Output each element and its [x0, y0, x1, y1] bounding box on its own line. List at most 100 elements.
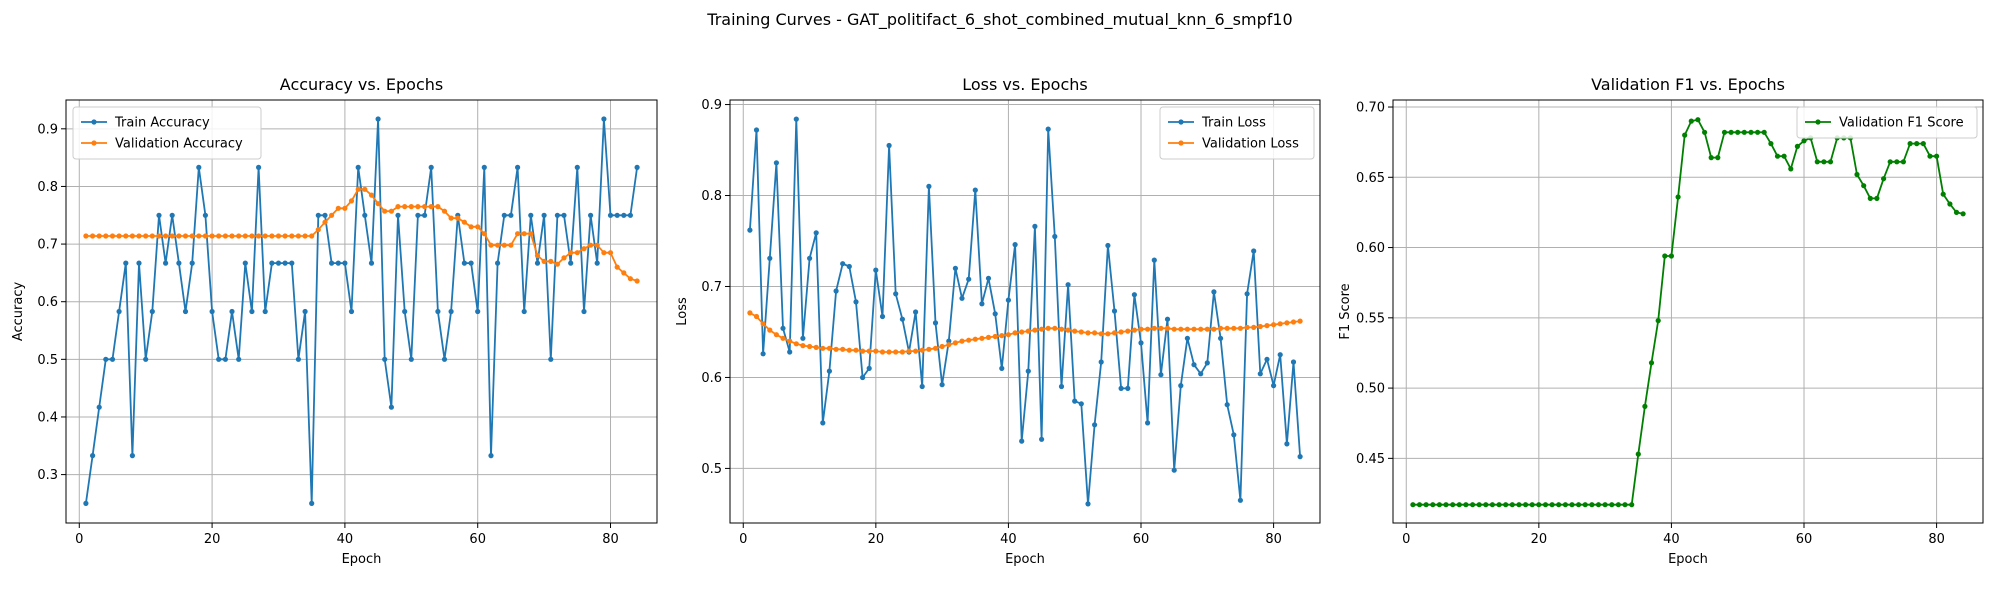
data-point	[893, 291, 899, 297]
data-point	[840, 261, 846, 267]
data-point	[787, 349, 793, 355]
data-point	[1125, 328, 1131, 334]
data-point	[780, 325, 786, 331]
data-point	[1463, 502, 1469, 508]
data-point	[329, 212, 335, 218]
data-point	[1953, 209, 1960, 215]
plot-frame	[1392, 99, 1984, 524]
data-point	[747, 310, 753, 316]
data-point	[979, 301, 985, 307]
data-point	[1940, 191, 1946, 197]
data-point	[1231, 325, 1237, 331]
data-point	[1058, 383, 1065, 390]
data-point	[627, 276, 634, 282]
data-point	[1158, 372, 1164, 378]
data-point	[1211, 289, 1217, 295]
y-tick-label: 0.3	[37, 468, 58, 483]
data-point	[1801, 138, 1807, 144]
legend-swatch-marker	[91, 119, 97, 125]
data-point	[1622, 502, 1628, 508]
data-point	[216, 233, 222, 239]
data-point	[959, 338, 965, 344]
data-point	[415, 212, 421, 218]
data-point	[846, 263, 852, 270]
data-point	[222, 233, 228, 239]
data-point	[123, 233, 129, 239]
data-point	[873, 267, 879, 273]
data-point	[116, 308, 122, 315]
data-point	[90, 233, 96, 239]
data-point	[415, 204, 421, 210]
data-point	[1774, 153, 1781, 159]
data-point	[1251, 248, 1257, 254]
legend: Train Loss Validation Loss	[1159, 106, 1315, 160]
data-point	[1012, 242, 1018, 248]
data-point	[1005, 297, 1012, 303]
data-point	[568, 250, 574, 256]
data-point	[1655, 318, 1661, 324]
data-point	[561, 255, 567, 261]
data-point	[1549, 502, 1555, 508]
data-point	[129, 233, 135, 239]
data-point	[1065, 282, 1071, 288]
data-point	[1257, 371, 1263, 377]
y-tick-label: 0.45	[1356, 452, 1385, 467]
data-point	[143, 356, 149, 362]
data-point	[322, 212, 328, 218]
data-point	[495, 260, 501, 266]
data-point	[468, 260, 474, 266]
data-point	[1496, 502, 1502, 508]
data-point	[833, 288, 839, 294]
data-point	[1900, 159, 1906, 165]
data-point	[1708, 155, 1714, 161]
data-point	[946, 338, 952, 344]
x-axis-label: Epoch	[342, 552, 382, 567]
data-point	[1032, 223, 1038, 229]
data-point	[1052, 233, 1058, 240]
data-point	[561, 212, 567, 218]
chart-2: 0 20 40 60 80 0.5 0.6 0.7 0.8 0.9 Loss vs. Epochs E…	[675, 75, 1321, 567]
x-tick-label: 0	[739, 532, 747, 547]
data-point	[1814, 159, 1820, 165]
data-point	[428, 164, 434, 170]
data-point	[634, 278, 640, 284]
data-point	[1092, 330, 1098, 336]
data-point	[1005, 332, 1012, 338]
data-point	[1039, 436, 1045, 442]
data-point	[607, 250, 614, 256]
data-point	[1682, 132, 1688, 138]
data-point	[1470, 502, 1476, 508]
data-point	[972, 187, 978, 193]
data-point	[1218, 325, 1224, 331]
data-point	[455, 215, 461, 221]
data-point	[1078, 401, 1084, 407]
data-point	[348, 308, 355, 315]
data-point	[1536, 502, 1542, 508]
data-point	[1728, 129, 1734, 135]
data-point	[302, 233, 308, 239]
data-point	[1277, 352, 1283, 358]
data-point	[985, 334, 992, 340]
data-point	[1920, 141, 1926, 147]
x-tick-label: 20	[868, 532, 885, 547]
data-point	[932, 345, 939, 351]
data-point	[262, 233, 268, 239]
data-point	[793, 116, 799, 122]
data-point	[1032, 327, 1038, 333]
data-point	[202, 233, 208, 239]
x-axis-label: Epoch	[1668, 552, 1708, 567]
data-point	[588, 242, 594, 248]
data-point	[143, 233, 149, 239]
data-point	[621, 270, 627, 276]
x-tick-label: 40	[1000, 532, 1017, 547]
data-point	[395, 212, 401, 218]
data-point	[1748, 129, 1754, 135]
data-point	[800, 335, 806, 341]
data-point	[581, 308, 587, 315]
y-tick-label: 0.4	[37, 410, 58, 425]
data-point	[1542, 502, 1549, 508]
data-point	[1695, 117, 1701, 123]
y-tick-label: 0.7	[701, 280, 722, 295]
data-point	[1509, 502, 1515, 508]
